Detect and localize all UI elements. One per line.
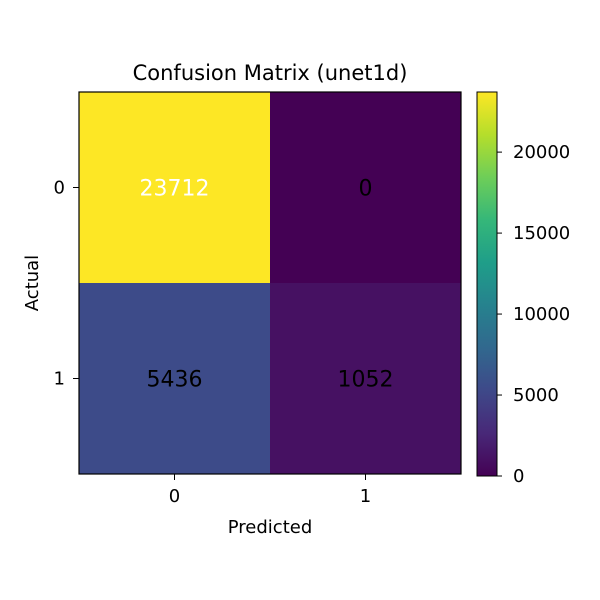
chart-title: Confusion Matrix (unet1d) bbox=[133, 61, 408, 85]
colorbar: 0 5000 10000 15000 20000 bbox=[476, 91, 570, 487]
x-axis-label: Predicted bbox=[228, 517, 313, 538]
colorbar-ticks: 0 5000 10000 15000 20000 bbox=[497, 142, 570, 487]
heatmap-cell-labels: 23712 0 5436 1052 bbox=[140, 177, 394, 393]
heatmap-cell-0-0 bbox=[79, 92, 270, 283]
heatmap-cells bbox=[79, 92, 461, 474]
y-tick-label: 1 bbox=[54, 369, 65, 390]
cell-value-label-0-1: 0 bbox=[359, 177, 373, 202]
cell-value-label-1-1: 1052 bbox=[338, 368, 394, 393]
heatmap-cell-1-0 bbox=[79, 283, 270, 474]
colorbar-tick-label: 10000 bbox=[513, 304, 570, 325]
colorbar-gradient bbox=[476, 91, 498, 477]
heatmap-cell-0-1 bbox=[270, 92, 461, 283]
colorbar-tick-label: 20000 bbox=[513, 142, 570, 163]
colorbar-tick-label: 15000 bbox=[513, 223, 570, 244]
y-tick-label: 0 bbox=[54, 178, 65, 199]
x-tick-label: 0 bbox=[169, 486, 180, 507]
y-axis-ticks: 01 bbox=[54, 178, 79, 390]
colorbar-tick-label: 0 bbox=[513, 466, 524, 487]
colorbar-tick-label: 5000 bbox=[513, 385, 559, 406]
y-axis-label: Actual bbox=[22, 255, 43, 311]
cell-value-label-1-0: 5436 bbox=[147, 368, 203, 393]
plot-frame bbox=[78, 91, 462, 475]
cell-value-label-0-0: 23712 bbox=[140, 177, 210, 202]
heatmap-cell-1-1 bbox=[270, 283, 461, 474]
x-tick-label: 1 bbox=[360, 486, 371, 507]
